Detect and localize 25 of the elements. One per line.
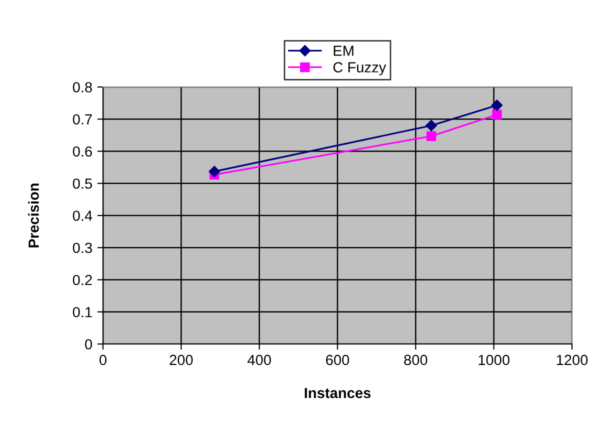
y-tick-label: 0.8	[72, 82, 92, 92]
y-tick-label: 0.7	[72, 114, 92, 125]
point	[208, 166, 220, 178]
x-tick-label: 0	[100, 354, 106, 366]
point	[426, 131, 436, 142]
y-tick-label: 0.1	[72, 306, 92, 318]
y-tick-label: 0.6	[72, 146, 92, 157]
x-axis-title: Instances	[304, 388, 371, 398]
legend-label: EM	[334, 46, 354, 56]
x-tick-label: 1000	[478, 354, 510, 366]
point	[492, 110, 502, 120]
point	[491, 100, 503, 111]
y-tick-label: 0.4	[72, 210, 92, 221]
y-tick-label: 0.3	[72, 242, 92, 254]
y-tick-label: 0	[85, 339, 92, 350]
y-axis-title: Precision	[28, 184, 39, 248]
x-tick-label: 600	[326, 354, 350, 366]
x-tick-label: 1200	[556, 354, 588, 366]
x-tick-label: 800	[404, 354, 428, 366]
x-tick-label: 200	[170, 354, 193, 366]
x-tick-label: 400	[248, 354, 271, 366]
legend-label: C Fuzzy	[333, 62, 386, 76]
point	[426, 120, 437, 132]
y-tick-label: 0.5	[72, 178, 92, 189]
y-tick-label: 0.2	[72, 274, 92, 286]
